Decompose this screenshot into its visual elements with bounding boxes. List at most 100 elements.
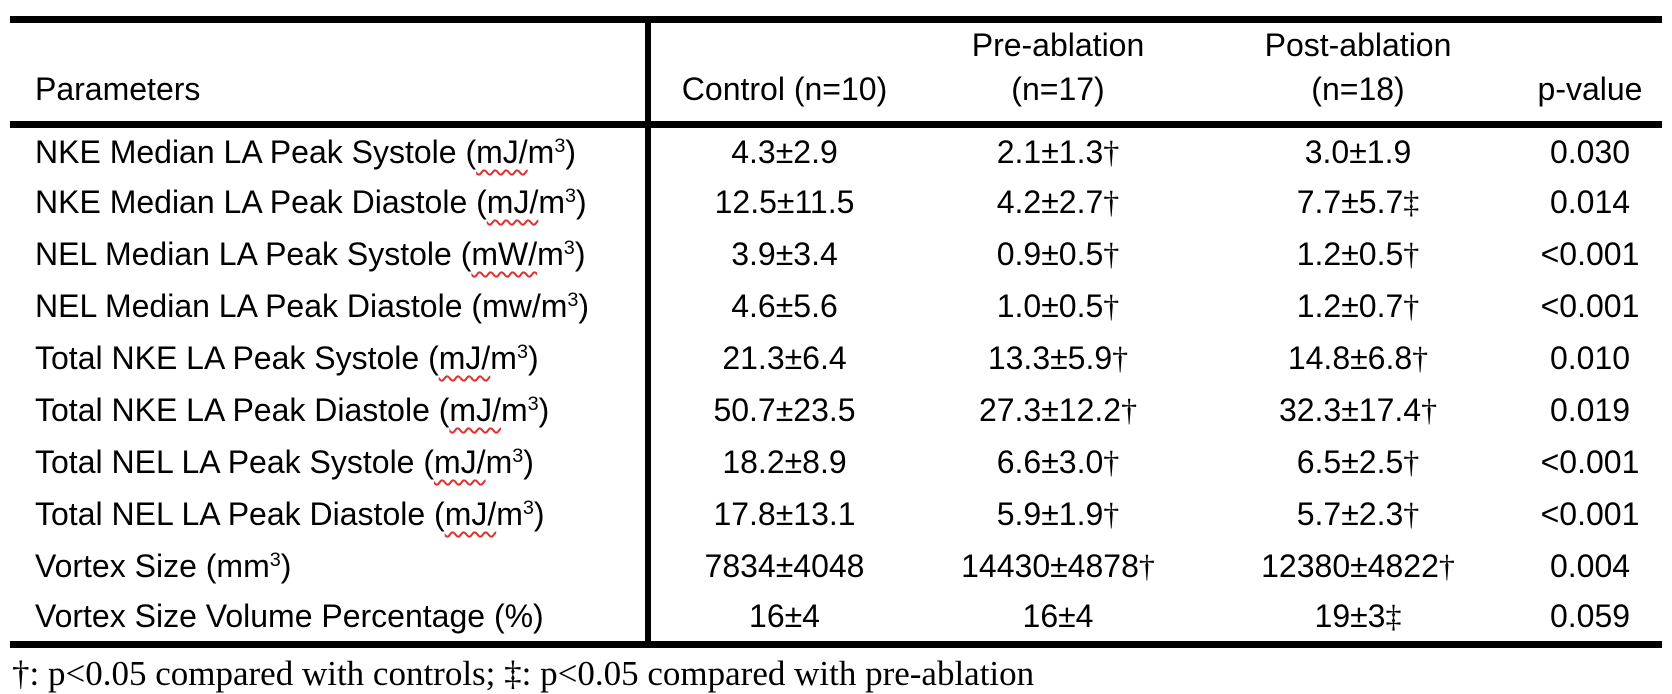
value-text: 6.5±2.5 (1296, 444, 1404, 480)
control-value-cell: 7834±4048 (645, 540, 918, 593)
value-text: 14430±4878 (961, 548, 1139, 584)
parameter-unit-exponent: 3 (269, 549, 281, 572)
parameter-unit: mw/m (482, 288, 568, 324)
parameter-label: Total NEL LA Peak Systole ( (35, 444, 435, 480)
significance-marker: † (1103, 236, 1120, 272)
column-header-control: Control (n=10) (645, 19, 918, 125)
parameter-label: Vortex Size Volume Percentage (%) (35, 598, 544, 635)
post-ablation-value-cell: 19±3‡ (1198, 593, 1518, 645)
parameter-unit: m (537, 236, 564, 272)
significance-marker: † (1103, 496, 1120, 532)
value-text: 27.3±12.2 (978, 392, 1122, 428)
pre-ablation-value-cell: 2.1±1.3† (918, 125, 1198, 177)
p-value-cell: 0.004 (1518, 541, 1662, 593)
parameter-cell: Vortex Size Volume Percentage (%) (10, 593, 648, 645)
column-header-post-ablation-line1: Post-ablation (1264, 27, 1452, 63)
parameter-label-close: ) (578, 288, 590, 324)
p-value-cell: <0.001 (1518, 437, 1662, 489)
column-header-pre-ablation-line2: (n=17) (1011, 71, 1105, 107)
parameter-label-close: ) (574, 236, 586, 272)
post-ablation-value-cell: 1.2±0.5† (1198, 229, 1518, 281)
control-value-cell: 4.3±2.9 (645, 124, 918, 177)
p-value-cell: 0.010 (1518, 333, 1662, 385)
table-row: Total NEL LA Peak Diastole (mJ/m3) 17.8±1… (10, 488, 1662, 541)
parameter-unit: m (496, 496, 523, 532)
p-value-text: 0.004 (1549, 548, 1631, 584)
parameter-unit: m (490, 340, 517, 376)
parameter-label: NKE Median LA Peak Systole ( (35, 133, 477, 170)
significance-marker: ‡ (1385, 598, 1402, 635)
significance-marker: † (1412, 340, 1429, 376)
significance-marker: † (1421, 392, 1438, 428)
p-value-text: 0.014 (1549, 184, 1631, 220)
parameter-label: Total NKE LA Peak Systole ( (35, 340, 439, 376)
value-text: 7.7±5.7 (1296, 184, 1404, 220)
value-text: 1.2±0.7 (1296, 288, 1404, 324)
parameter-unit-misspelled: mJ/ (449, 392, 501, 428)
control-value-cell: 16±4 (645, 592, 918, 645)
p-value-text: <0.001 (1540, 236, 1640, 272)
post-ablation-value-cell: 12380±4822† (1198, 541, 1518, 593)
column-header-control-label: Control (n=10) (681, 71, 888, 107)
table-row: Vortex Size (mm3) 7834±4048 14430±4878† 123… (10, 540, 1662, 593)
parameter-cell: Total NKE LA Peak Diastole (mJ/m3) (10, 385, 648, 437)
p-value-text: 0.019 (1549, 392, 1631, 428)
p-value-text: <0.001 (1540, 288, 1640, 324)
parameter-label: NEL Median LA Peak Diastole ( (35, 288, 483, 324)
significance-marker: † (1403, 236, 1420, 272)
parameter-label-close: ) (527, 340, 539, 376)
value-text: 1.2±0.5 (1296, 236, 1404, 272)
parameter-label: Vortex Size ( (35, 548, 217, 584)
table-header-row: Parameters Control (n=10) Pre-ablation (… (10, 19, 1662, 125)
significance-marker: † (1103, 288, 1120, 324)
significance-marker: † (1403, 444, 1420, 480)
control-value-cell: 17.8±13.1 (645, 488, 918, 541)
p-value-cell: 0.014 (1518, 177, 1662, 229)
post-ablation-value-cell: 5.7±2.3† (1198, 489, 1518, 541)
parameter-unit-misspelled: mJ/ (486, 184, 539, 220)
table-row: Total NEL LA Peak Systole (mJ/m3) 18.2±8.… (10, 436, 1662, 489)
parameter-unit-exponent: 3 (527, 393, 539, 416)
parameter-unit-misspelled: mJ/ (444, 496, 497, 532)
column-header-post-ablation: Post-ablation (n=18) (1198, 20, 1518, 125)
value-text: 2.1±1.3 (996, 133, 1104, 170)
value-text: 5.7±2.3 (1296, 496, 1404, 532)
value-text: 14.8±6.8 (1287, 340, 1413, 376)
table-row: NEL Median LA Peak Systole (mW/m3) 3.9±3.… (10, 228, 1662, 281)
significance-marker: † (1121, 392, 1138, 428)
parameter-unit-exponent: 3 (564, 185, 577, 208)
column-header-post-ablation-line2: (n=18) (1311, 71, 1405, 107)
significance-marker: † (1112, 340, 1129, 376)
parameter-cell: Vortex Size (mm3) (10, 541, 648, 593)
value-text: 4.2±2.7 (996, 184, 1104, 220)
parameters-table: Parameters Control (n=10) Pre-ablation (… (10, 16, 1662, 648)
column-header-pre-ablation: Pre-ablation (n=17) (918, 20, 1198, 125)
table-row: Total NKE LA Peak Diastole (mJ/m3) 50.7±2… (10, 384, 1662, 437)
pre-ablation-value-cell: 16±4 (918, 593, 1198, 645)
parameter-label: NEL Median LA Peak Systole ( (35, 236, 472, 272)
column-header-parameters: Parameters (10, 20, 648, 125)
value-text: 3.0±1.9 (1304, 133, 1412, 170)
parameter-unit-misspelled: mJ/ (434, 444, 486, 480)
pre-ablation-value-cell: 1.0±0.5† (918, 281, 1198, 333)
control-value-cell: 4.6±5.6 (645, 280, 918, 333)
parameter-label-close: ) (565, 133, 576, 170)
parameter-label: Total NKE LA Peak Diastole ( (35, 392, 450, 428)
parameter-unit-misspelled: mW/ (471, 236, 538, 272)
p-value-cell: <0.001 (1518, 229, 1662, 281)
value-text: 21.3±6.4 (722, 340, 847, 376)
parameter-unit: m (485, 444, 513, 480)
parameter-unit-exponent: 3 (522, 497, 534, 520)
value-text: 16±4 (1022, 598, 1094, 635)
p-value-text: 0.010 (1549, 340, 1631, 376)
table-header: Parameters Control (n=10) Pre-ablation (… (10, 19, 1662, 125)
column-header-pre-ablation-line1: Pre-ablation (971, 27, 1145, 63)
control-value-cell: 12.5±11.5 (645, 176, 918, 229)
parameter-label: Total NEL LA Peak Diastole ( (35, 496, 445, 532)
p-value-cell: <0.001 (1518, 281, 1662, 333)
parameter-unit-exponent: 3 (563, 237, 575, 260)
value-text: 4.6±5.6 (731, 288, 838, 324)
parameter-cell: NKE Median LA Peak Systole (mJ/m3) (10, 125, 648, 177)
significance-marker: ‡ (1403, 184, 1420, 220)
